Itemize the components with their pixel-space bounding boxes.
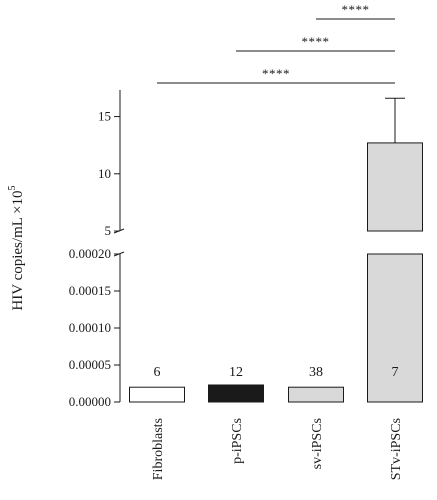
bar xyxy=(208,384,264,403)
y-tick-label: 0.00005 xyxy=(69,357,111,372)
significance-label: **** xyxy=(342,2,370,17)
bar-lower-part xyxy=(367,253,423,403)
bar-data-label: 38 xyxy=(309,365,323,380)
significance-group: **** **** **** xyxy=(157,2,395,84)
bar-upper-part xyxy=(367,142,423,232)
y-tick-label: 10 xyxy=(98,166,111,181)
y-axis-label: HIV copies/mL ×105 xyxy=(7,185,26,310)
bars-group xyxy=(129,97,424,403)
y-tick-label: 0.00010 xyxy=(69,320,111,335)
x-tick-label: p-iPSCs xyxy=(230,418,245,464)
y-tick-label: 15 xyxy=(98,109,111,124)
y-axis-label-text: HIV copies/mL ×10 xyxy=(10,190,26,310)
bar-data-label: 12 xyxy=(229,365,243,380)
significance-label: **** xyxy=(262,66,290,81)
y-tick-label: 0.00000 xyxy=(69,394,111,409)
bar xyxy=(288,386,344,403)
bar-data-label: 6 xyxy=(154,365,161,380)
x-tick-label: sv-iPSCs xyxy=(310,418,325,469)
bar xyxy=(129,386,185,403)
bar-data-label: 7 xyxy=(392,365,399,380)
bar-break-gap xyxy=(366,231,424,254)
y-axis-label-exponent: 5 xyxy=(7,185,18,190)
y-tick-label: 5 xyxy=(105,223,112,238)
significance-label: **** xyxy=(302,34,330,49)
y-tick-label: 0.00015 xyxy=(69,283,111,298)
labels-group: 6 Fibroblasts 12 p-iPSCs 38 sv-iPSCs 7 STv-iPSC… xyxy=(151,365,404,480)
axes-group: 0.00000 0.00005 0.00010 0.00015 0.00020 5 10 15 xyxy=(69,90,125,409)
x-tick-label: Fibroblasts xyxy=(151,418,166,480)
x-tick-label: STv-iPSCs xyxy=(389,418,404,480)
y-tick-label: 0.00020 xyxy=(69,246,111,261)
